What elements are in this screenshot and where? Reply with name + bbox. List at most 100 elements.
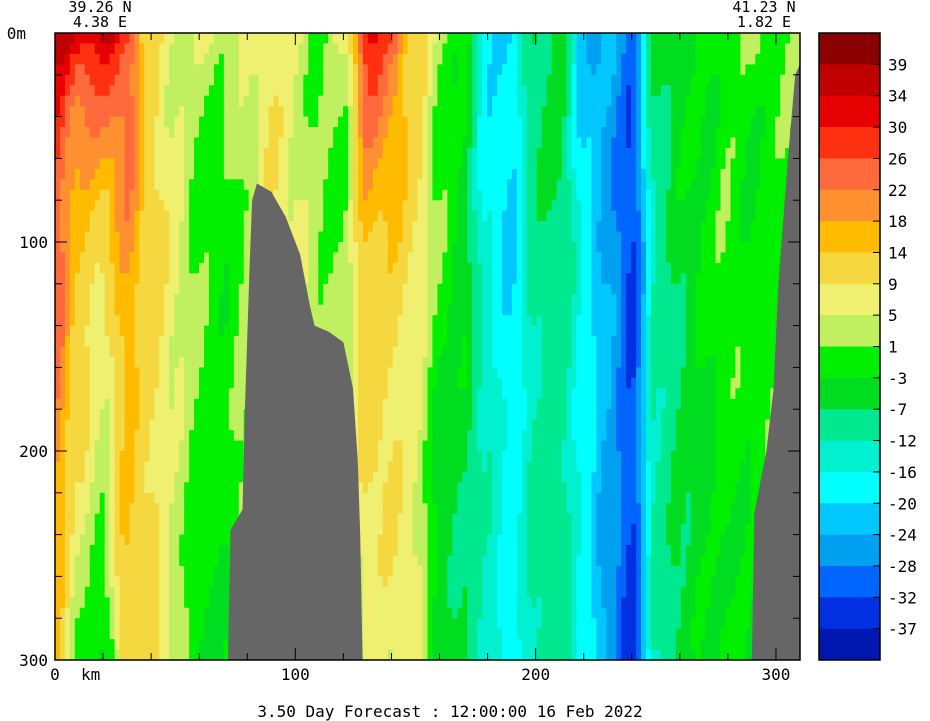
field-cell xyxy=(392,649,399,660)
field-cell xyxy=(348,200,354,212)
field-cell xyxy=(457,565,463,577)
field-cell xyxy=(79,555,86,567)
field-cell xyxy=(94,377,101,389)
field-cell xyxy=(199,304,205,316)
field-cell xyxy=(248,53,255,65)
field-cell xyxy=(223,158,230,170)
field-cell xyxy=(293,74,299,86)
field-cell xyxy=(84,252,91,264)
field-cell xyxy=(174,576,180,588)
field-cell xyxy=(357,137,364,149)
field-cell xyxy=(457,524,463,536)
field-cell xyxy=(154,388,160,400)
field-cell xyxy=(99,440,106,452)
field-cell xyxy=(189,189,195,201)
field-cell xyxy=(129,43,136,55)
field-cell xyxy=(407,503,414,515)
field-cell xyxy=(233,189,240,201)
field-cell xyxy=(59,200,66,212)
field-cell xyxy=(338,85,344,97)
field-cell xyxy=(174,586,180,598)
field-cell xyxy=(442,586,448,598)
field-cell xyxy=(94,419,101,431)
field-cell xyxy=(79,294,86,306)
field-cell xyxy=(457,597,463,609)
field-cell xyxy=(204,628,210,640)
field-cell xyxy=(79,210,86,222)
field-cell xyxy=(397,85,404,97)
field-cell xyxy=(417,440,424,452)
field-cell xyxy=(179,471,185,483)
field-cell xyxy=(69,503,76,515)
field-cell xyxy=(179,53,185,65)
field-cell xyxy=(457,158,463,170)
field-cell xyxy=(387,252,394,264)
field-cell xyxy=(89,95,96,107)
field-cell xyxy=(99,179,106,191)
field-cell xyxy=(144,158,150,170)
field-cell xyxy=(357,471,364,483)
field-cell xyxy=(94,294,101,306)
field-cell xyxy=(174,524,180,536)
field-cell xyxy=(442,168,448,180)
field-cell xyxy=(357,158,364,170)
field-cell xyxy=(392,524,399,536)
field-cell xyxy=(74,252,81,264)
field-cell xyxy=(367,336,374,348)
field-cell xyxy=(169,576,175,588)
field-cell xyxy=(427,419,434,431)
field-cell xyxy=(238,273,245,285)
field-cell xyxy=(89,64,96,76)
field-cell xyxy=(74,503,81,515)
field-cell xyxy=(149,74,155,86)
field-cell xyxy=(189,179,195,191)
field-cell xyxy=(238,356,245,368)
field-cell xyxy=(457,179,463,191)
field-cell xyxy=(69,127,76,139)
field-cell xyxy=(357,294,364,306)
field-cell xyxy=(243,116,250,128)
field-cell xyxy=(114,430,121,442)
field-cell xyxy=(194,377,200,389)
field-cell xyxy=(283,85,290,97)
field-cell xyxy=(124,200,131,212)
field-cell xyxy=(238,503,245,515)
field-cell xyxy=(164,618,170,630)
field-cell xyxy=(238,210,245,222)
field-cell xyxy=(377,409,384,421)
field-cell xyxy=(452,503,458,515)
field-cell xyxy=(432,53,439,65)
field-cell xyxy=(427,252,434,264)
field-cell xyxy=(144,336,150,348)
field-cell xyxy=(79,419,86,431)
field-cell xyxy=(74,451,81,463)
field-cell xyxy=(69,325,76,337)
field-cell xyxy=(318,106,324,118)
field-cell xyxy=(243,336,250,348)
field-cell xyxy=(134,210,141,222)
field-cell xyxy=(412,53,419,65)
field-cell xyxy=(387,315,394,327)
field-cell xyxy=(134,545,141,557)
field-cell xyxy=(109,85,116,97)
field-cell xyxy=(164,545,170,557)
field-cell xyxy=(104,273,111,285)
field-cell xyxy=(397,262,404,274)
field-cell xyxy=(213,210,220,222)
field-cell xyxy=(333,283,339,295)
field-cell xyxy=(79,482,86,494)
field-cell xyxy=(313,106,319,118)
field-cell xyxy=(392,106,399,118)
field-cell xyxy=(392,419,399,431)
field-cell xyxy=(432,179,439,191)
field-cell xyxy=(273,95,280,107)
field-cell xyxy=(323,64,329,76)
field-cell xyxy=(199,430,205,442)
field-cell xyxy=(114,325,121,337)
field-cell xyxy=(79,409,86,421)
field-cell xyxy=(233,377,240,389)
field-cell xyxy=(84,628,91,640)
field-cell xyxy=(238,116,245,128)
field-cell xyxy=(308,283,314,295)
field-cell xyxy=(233,53,240,65)
